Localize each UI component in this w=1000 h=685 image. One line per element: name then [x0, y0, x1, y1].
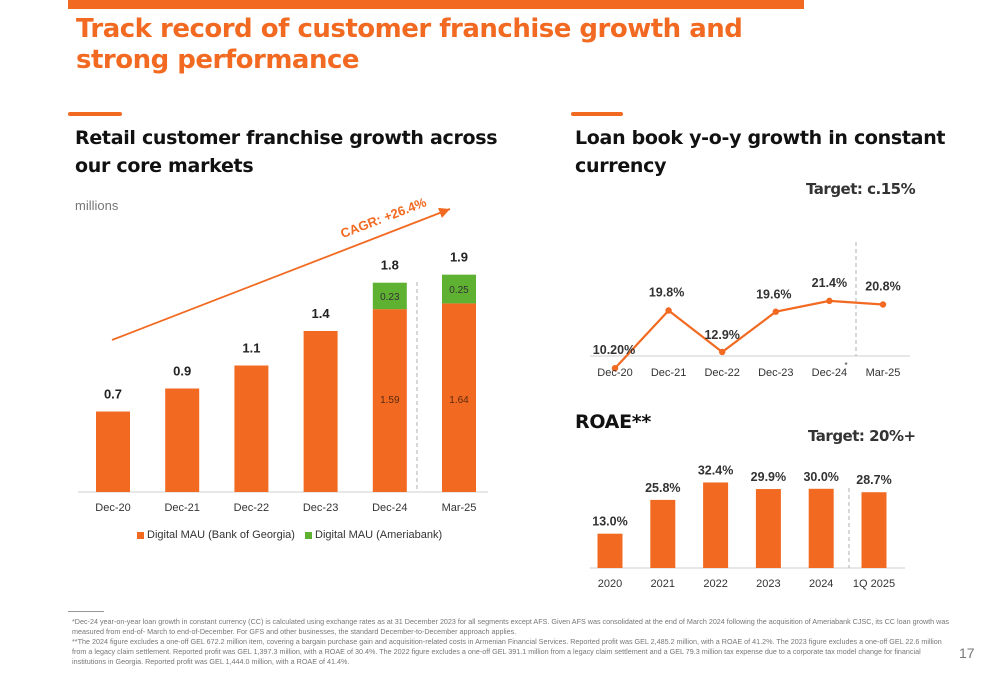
- legend-swatch-bog: [137, 531, 144, 539]
- x-tick-label: Mar-25: [866, 367, 901, 379]
- x-tick-label: 2024: [809, 578, 833, 590]
- bar-bog-dec-24: [372, 309, 407, 492]
- x-tick-label: 2021: [651, 578, 675, 590]
- total-label: 0.7: [104, 387, 122, 402]
- data-label: 12.9%: [704, 328, 739, 342]
- legend-label-ameriabank: Digital MAU (Ameriabank): [315, 529, 443, 541]
- legend-item-ameriabank: Digital MAU (Ameriabank): [305, 529, 442, 541]
- total-label: 1.4: [312, 306, 331, 321]
- segment-label-ameriabank: 0.23: [380, 292, 400, 303]
- data-label: 28.7%: [856, 473, 891, 487]
- data-point: [879, 301, 887, 308]
- bar-bog-dec-23: [303, 331, 338, 492]
- legend-swatch-ameriabank: [305, 531, 312, 539]
- total-label: 1.1: [242, 341, 260, 356]
- x-tick-label: Mar-25: [442, 502, 477, 514]
- bar-roae-2024: [808, 488, 834, 568]
- units-label: millions: [75, 198, 119, 213]
- franchise-chart-heading: Retail customer franchise growth across …: [75, 127, 498, 177]
- data-label: 21.4%: [812, 276, 847, 290]
- total-label: 1.9: [450, 250, 468, 265]
- total-label: 1.8: [381, 258, 399, 273]
- bar-roae-2021: [650, 499, 676, 568]
- loan-chart-heading: Loan book y-o-y growth in constant curre…: [575, 127, 946, 177]
- data-label: 19.6%: [756, 288, 791, 302]
- bar-roae-2022: [703, 482, 729, 568]
- bar-bog-mar-25: [442, 303, 476, 492]
- page-number: 17: [959, 645, 975, 661]
- bar-bog-dec-20: [96, 411, 130, 492]
- total-label: 0.9: [173, 364, 191, 379]
- x-tick-label: 2022: [703, 578, 727, 590]
- data-label: 13.0%: [592, 515, 627, 529]
- data-point: [826, 297, 833, 305]
- left-section-accent: [68, 112, 122, 116]
- roae-target-label: Target: 20%+: [808, 427, 916, 445]
- x-tick-label: 2023: [756, 578, 780, 590]
- segment-label-bog: 1.64: [449, 395, 469, 406]
- x-tick-label: 2020: [598, 578, 622, 590]
- loan-target-label: Target: c.15%: [806, 180, 916, 198]
- cagr-arrow: [111, 207, 451, 341]
- x-tick-label: Dec-24: [812, 367, 847, 379]
- x-tick-label: Dec-23: [758, 367, 793, 379]
- bar-ameriabank-mar-25: [442, 274, 476, 304]
- data-label: 29.9%: [751, 470, 786, 484]
- legend-item-bog: Digital MAU (Bank of Georgia): [137, 529, 295, 541]
- data-point: [719, 348, 726, 356]
- footnote-divider: [68, 611, 104, 612]
- data-point: [665, 307, 672, 314]
- bar-roae-1q-2025: [861, 492, 887, 568]
- page-title: Track record of customer franchise growt…: [76, 14, 743, 75]
- data-label: 32.4%: [698, 463, 733, 477]
- footnote-marker: *: [844, 361, 847, 370]
- bar-bog-dec-22: [234, 365, 269, 492]
- x-tick-label: Dec-20: [597, 367, 632, 379]
- roae-chart-heading: ROAE**: [575, 411, 652, 433]
- bar-roae-2023: [755, 489, 781, 568]
- x-tick-label: Dec-21: [651, 367, 686, 379]
- x-tick-label: 1Q 2025: [853, 578, 895, 590]
- top-accent-bar: [68, 0, 804, 9]
- data-label: 25.8%: [645, 481, 680, 495]
- data-point: [772, 308, 779, 315]
- bar-ameriabank-dec-24: [372, 282, 407, 310]
- x-tick-label: Dec-23: [303, 502, 338, 514]
- data-label: 19.8%: [649, 286, 684, 300]
- data-label: 20.8%: [865, 279, 900, 293]
- segment-label-ameriabank: 0.25: [449, 285, 469, 296]
- loan-section-accent: [571, 112, 623, 116]
- bar-bog-dec-21: [165, 388, 200, 492]
- x-tick-label: Dec-22: [704, 367, 739, 379]
- x-tick-label: Dec-20: [95, 502, 130, 514]
- x-tick-label: Dec-21: [164, 502, 199, 514]
- bar-roae-2020: [597, 533, 623, 568]
- x-tick-label: Dec-22: [234, 502, 269, 514]
- data-label: 10.20%: [593, 343, 635, 357]
- footnote-loan-growth: *Dec-24 year-on-year loan growth in cons…: [72, 617, 949, 636]
- data-label: 30.0%: [803, 470, 838, 484]
- loan-growth-line: [614, 299, 884, 369]
- data-point: [611, 364, 619, 372]
- segment-label-bog: 1.59: [380, 395, 400, 406]
- legend-label-bog: Digital MAU (Bank of Georgia): [147, 529, 295, 541]
- footnotes: *Dec-24 year-on-year loan growth in cons…: [72, 617, 952, 667]
- x-tick-label: Dec-24: [372, 502, 407, 514]
- footnote-roae: **The 2024 figure excludes a one-off GEL…: [72, 637, 942, 666]
